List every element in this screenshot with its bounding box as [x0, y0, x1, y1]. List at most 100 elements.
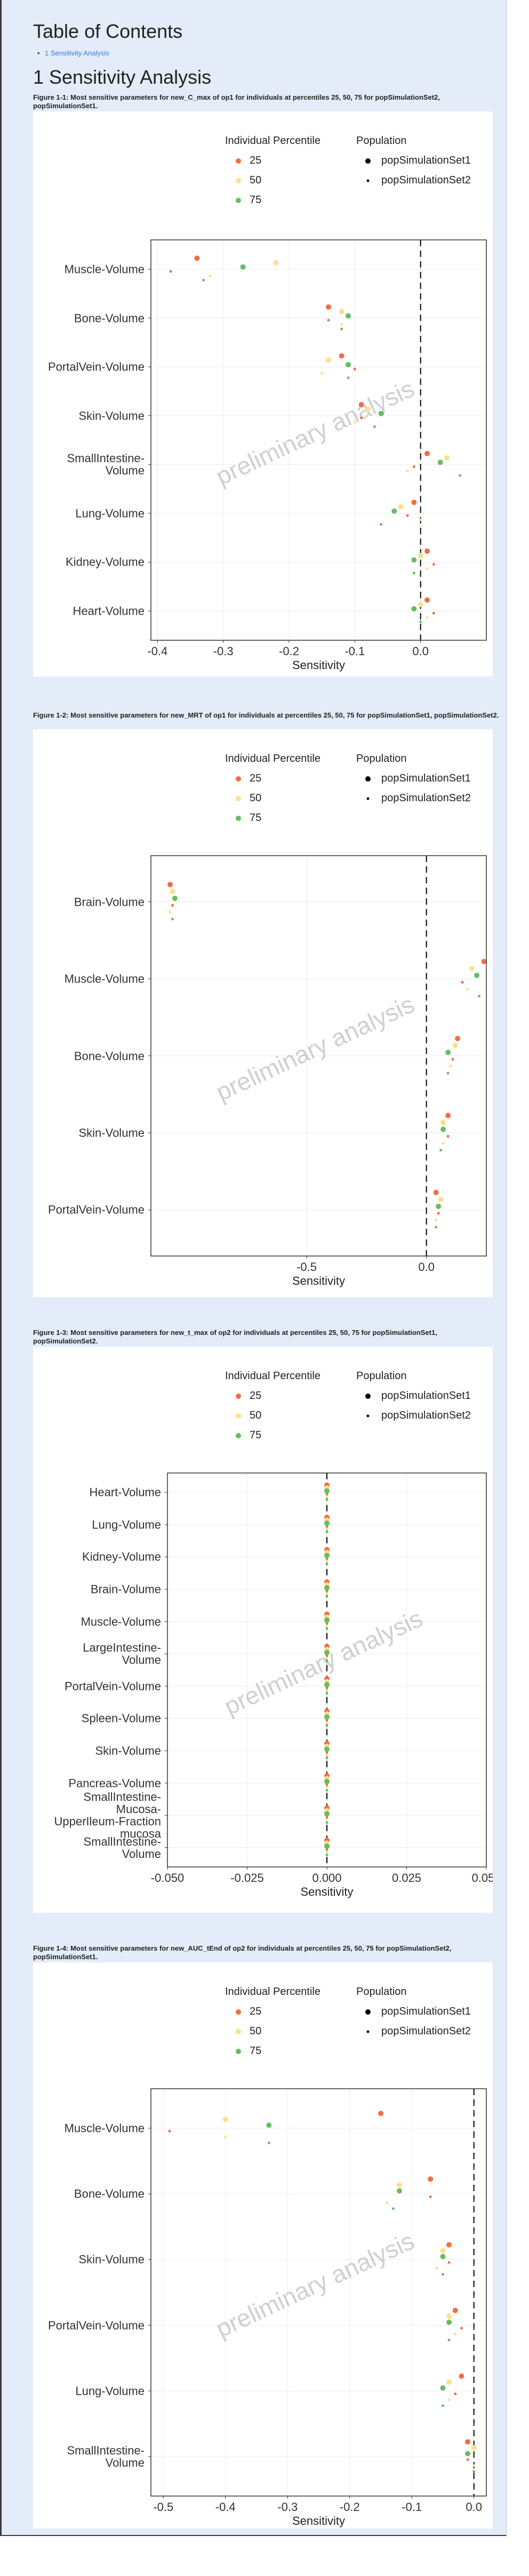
figure-caption: Figure 1-1: Most sensitive parameters fo… [33, 93, 440, 110]
data-point [339, 353, 344, 359]
data-point [474, 972, 480, 978]
data-point [406, 470, 409, 473]
data-point [324, 1520, 330, 1526]
legend-label: popSimulationSet1 [381, 1390, 471, 1402]
toc-link[interactable]: 1 Sensitivity Analysis [37, 49, 109, 57]
data-point [447, 2398, 451, 2401]
legend-label: popSimulationSet1 [381, 772, 471, 784]
data-point [451, 1058, 454, 1061]
y-tick-label: Lung-Volume [75, 506, 145, 520]
data-point [466, 2458, 469, 2461]
legend-label: 75 [250, 1429, 262, 1441]
data-point [391, 2207, 395, 2210]
x-tick-label: -0.2 [339, 2500, 360, 2514]
data-point [325, 1821, 328, 1824]
data-point [324, 1714, 330, 1720]
data-point [418, 553, 423, 559]
data-point [471, 2445, 477, 2451]
data-point [445, 1113, 451, 1118]
data-point [447, 2261, 451, 2264]
data-point [209, 274, 212, 277]
data-point [446, 2320, 452, 2325]
data-point [440, 2385, 446, 2391]
legend-symbol [236, 158, 241, 164]
data-point [240, 264, 246, 270]
data-point [325, 1495, 328, 1499]
data-point [325, 1660, 328, 1663]
data-point [441, 2273, 444, 2276]
x-tick-label: -0.3 [277, 2500, 298, 2514]
data-point [325, 1850, 328, 1854]
data-point [346, 362, 351, 368]
data-point [429, 2195, 432, 2199]
legend-title: Population [356, 1370, 407, 1382]
data-point [325, 1692, 328, 1695]
data-point [465, 2451, 471, 2457]
y-tick-label: Spleen-Volume [81, 1711, 161, 1725]
legend-symbol [236, 1413, 241, 1419]
legend-label: 25 [250, 772, 262, 784]
y-tick-label: SmallIntestine-Volume [67, 2444, 145, 2470]
data-point [325, 1757, 328, 1760]
x-tick-label: 0.0 [412, 645, 429, 658]
data-point [378, 410, 384, 416]
x-tick-label: -0.025 [230, 1871, 264, 1885]
y-tick-label: SmallIntestine-Mucosa-UpperIleum-Fractio… [54, 1790, 161, 1841]
data-point [441, 2404, 444, 2408]
data-point [424, 548, 430, 554]
data-point [454, 2332, 457, 2336]
legend-label: 50 [250, 792, 262, 804]
data-point [424, 597, 430, 603]
legend-symbol [236, 1433, 241, 1438]
legend-label: 75 [250, 2045, 262, 2057]
data-point [324, 1649, 330, 1655]
y-tick-label: Skin-Volume [78, 1126, 145, 1140]
data-point [432, 611, 435, 615]
data-point [325, 1789, 328, 1792]
data-point [324, 1682, 330, 1688]
data-point [324, 1811, 330, 1817]
x-tick-label: -0.050 [150, 1871, 185, 1885]
y-tick-label: Bone-Volume [74, 311, 145, 325]
data-point [202, 279, 205, 282]
figure: preliminary analysis Individual Percentil… [33, 1347, 493, 1913]
y-tick-label: Heart-Volume [89, 1485, 161, 1499]
legend-title: Population [356, 135, 407, 147]
data-point [326, 357, 331, 363]
y-tick-label: Skin-Volume [78, 409, 145, 423]
data-point [445, 1050, 451, 1056]
data-point [325, 1721, 328, 1725]
y-tick-label: Kidney-Volume [82, 1550, 161, 1564]
data-point [419, 518, 422, 521]
y-tick-label: Skin-Volume [95, 1744, 161, 1758]
data-point [466, 988, 469, 991]
legend-label: popSimulationSet2 [381, 174, 471, 186]
legend-label: 50 [250, 2025, 262, 2037]
data-point [169, 270, 172, 273]
data-point [439, 1148, 443, 1152]
data-point [167, 882, 173, 888]
data-point [446, 2379, 452, 2385]
data-point [171, 904, 174, 907]
data-point [325, 1595, 328, 1598]
data-point [378, 2111, 383, 2116]
y-tick-label: Brain-Volume [74, 895, 145, 909]
legend-label: 50 [250, 1410, 262, 1421]
data-point [472, 2464, 476, 2467]
y-tick-label: SmallIntestine-Volume [83, 1834, 161, 1861]
section-title: 1 Sensitivity Analysis [33, 66, 212, 88]
data-point [170, 889, 175, 895]
data-point [447, 2338, 451, 2341]
plot-border [167, 1472, 487, 1867]
x-tick-label: 0.0 [418, 1260, 435, 1274]
data-point [325, 1527, 328, 1531]
x-tick-label: -0.2 [279, 645, 299, 658]
data-point [428, 2176, 434, 2182]
data-point [446, 1072, 450, 1075]
data-point [347, 376, 350, 380]
y-tick-label: SmallIntestine-Volume [67, 452, 145, 478]
plot-border [150, 239, 487, 641]
x-tick-label: -0.4 [215, 2500, 236, 2514]
data-point [432, 563, 435, 566]
legend-symbol [365, 158, 371, 164]
